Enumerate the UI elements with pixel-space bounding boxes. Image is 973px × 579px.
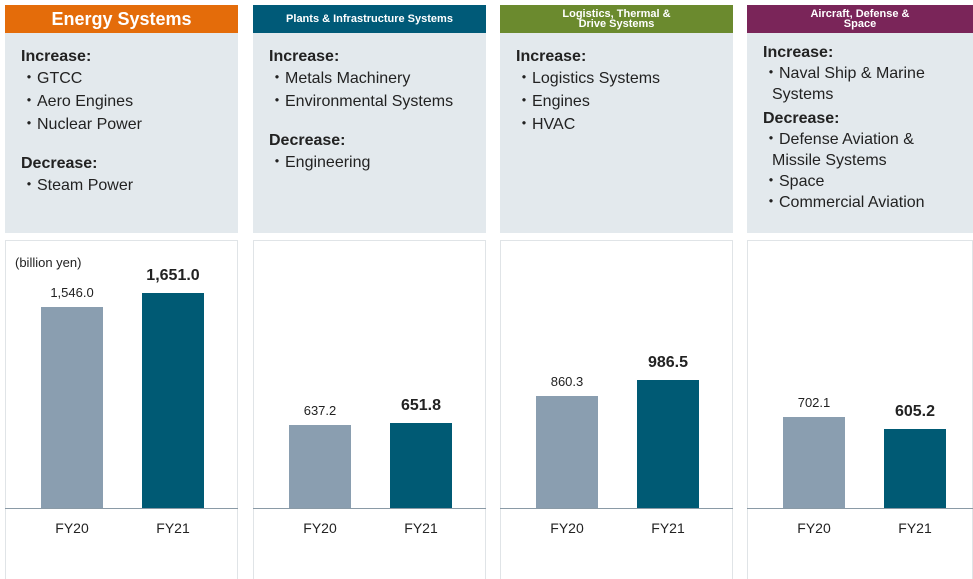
panel-header: Energy Systems bbox=[5, 5, 238, 33]
panel: Energy Systems Increase: ・GTCC ・Aero Engine… bbox=[5, 5, 238, 579]
bar bbox=[41, 306, 103, 508]
bar bbox=[637, 379, 699, 508]
bar bbox=[289, 425, 351, 508]
panel-title: Aircraft, Defense & Space bbox=[810, 8, 910, 30]
value-label: 860.3 bbox=[550, 373, 584, 389]
chart-box bbox=[253, 240, 486, 579]
note-item: ・Logistics Systems bbox=[516, 70, 661, 87]
baseline bbox=[5, 508, 238, 509]
value-label: 605.2 bbox=[894, 403, 936, 421]
panel-title: Plants & Infrastructure Systems bbox=[286, 13, 453, 25]
x-tick-label: FY20 bbox=[303, 520, 337, 536]
note-group: Increase: ・GTCC ・Aero Engines ・Nuclear Powe… bbox=[21, 47, 224, 136]
note-group: Decrease: ・Steam Power bbox=[21, 154, 224, 197]
note-group: Decrease: ・Defense Aviation & Missile Sys… bbox=[763, 109, 959, 213]
bar bbox=[783, 416, 845, 508]
x-tick-label: FY21 bbox=[898, 520, 932, 536]
value-label: 1,546.0 bbox=[50, 284, 94, 300]
value-label: 651.8 bbox=[400, 397, 442, 415]
note-item: ・Space bbox=[763, 173, 825, 190]
baseline bbox=[500, 508, 733, 509]
note-item: ・Naval Ship & Marine Systems bbox=[763, 65, 925, 103]
unit-label: (billion yen) bbox=[15, 255, 82, 270]
note-item: ・Commercial Aviation bbox=[763, 194, 925, 211]
note-heading: Increase: bbox=[269, 48, 340, 65]
note-item: ・Steam Power bbox=[21, 177, 134, 194]
note-item: ・Aero Engines bbox=[21, 93, 134, 110]
note-group: Increase: ・Naval Ship & Marine Systems bbox=[763, 43, 959, 105]
x-tick-label: FY20 bbox=[797, 520, 831, 536]
note-item: ・Environmental Systems bbox=[269, 93, 454, 110]
note-heading: Decrease: bbox=[21, 155, 98, 172]
panel-title: Logistics, Thermal & Drive Systems bbox=[562, 8, 671, 30]
note-group: Decrease: ・Engineering bbox=[269, 131, 472, 174]
notes-box: Increase: ・Logistics Systems ・Engines ・HVAC bbox=[500, 33, 733, 233]
note-heading: Increase: bbox=[763, 44, 834, 61]
note-item: ・Engines bbox=[516, 93, 590, 110]
panel: Aircraft, Defense & Space Increase: ・Naval… bbox=[747, 5, 973, 579]
panel: Logistics, Thermal & Drive Systems Increa… bbox=[500, 5, 733, 579]
panel-header: Plants & Infrastructure Systems bbox=[253, 5, 486, 33]
x-tick-label: FY20 bbox=[55, 520, 89, 536]
note-heading: Increase: bbox=[516, 48, 587, 65]
value-label: 702.1 bbox=[797, 394, 831, 410]
note-item: ・GTCC bbox=[21, 70, 83, 87]
panel-header: Logistics, Thermal & Drive Systems bbox=[500, 5, 733, 33]
bar bbox=[884, 429, 946, 508]
note-group: Increase: ・Logistics Systems ・Engines ・HVAC bbox=[516, 47, 719, 136]
value-label: 637.2 bbox=[303, 403, 337, 419]
panel: Plants & Infrastructure Systems Increase:… bbox=[253, 5, 486, 579]
panel-header: Aircraft, Defense & Space bbox=[747, 5, 973, 33]
baseline bbox=[747, 508, 973, 509]
panel-title: Energy Systems bbox=[51, 9, 192, 29]
note-heading: Decrease: bbox=[269, 132, 346, 149]
x-tick-label: FY21 bbox=[404, 520, 438, 536]
notes-box: Increase: ・Metals Machinery ・Environmental… bbox=[253, 33, 486, 233]
baseline bbox=[253, 508, 486, 509]
bar bbox=[142, 293, 204, 508]
note-item: ・Nuclear Power bbox=[21, 116, 142, 133]
note-item: ・HVAC bbox=[516, 116, 576, 133]
value-label: 1,651.0 bbox=[146, 267, 200, 284]
note-group: Increase: ・Metals Machinery ・Environmental… bbox=[269, 47, 472, 113]
note-item: ・Defense Aviation & Missile Systems bbox=[763, 131, 914, 169]
value-label: 986.5 bbox=[647, 353, 689, 371]
x-tick-label: FY21 bbox=[156, 520, 190, 536]
chart-box bbox=[5, 240, 238, 579]
note-item: ・Engineering bbox=[269, 154, 371, 171]
chart-box bbox=[500, 240, 733, 579]
note-heading: Increase: bbox=[21, 48, 92, 65]
note-item: ・Metals Machinery bbox=[269, 70, 411, 87]
notes-box: Increase: ・GTCC ・Aero Engines ・Nuclear Powe… bbox=[5, 33, 238, 233]
x-tick-label: FY21 bbox=[651, 520, 685, 536]
note-heading: Decrease: bbox=[763, 110, 840, 127]
bar bbox=[390, 423, 452, 508]
notes-box: Increase: ・Naval Ship & Marine Systems Dec… bbox=[747, 33, 973, 233]
bar bbox=[536, 395, 598, 508]
x-tick-label: FY20 bbox=[550, 520, 584, 536]
